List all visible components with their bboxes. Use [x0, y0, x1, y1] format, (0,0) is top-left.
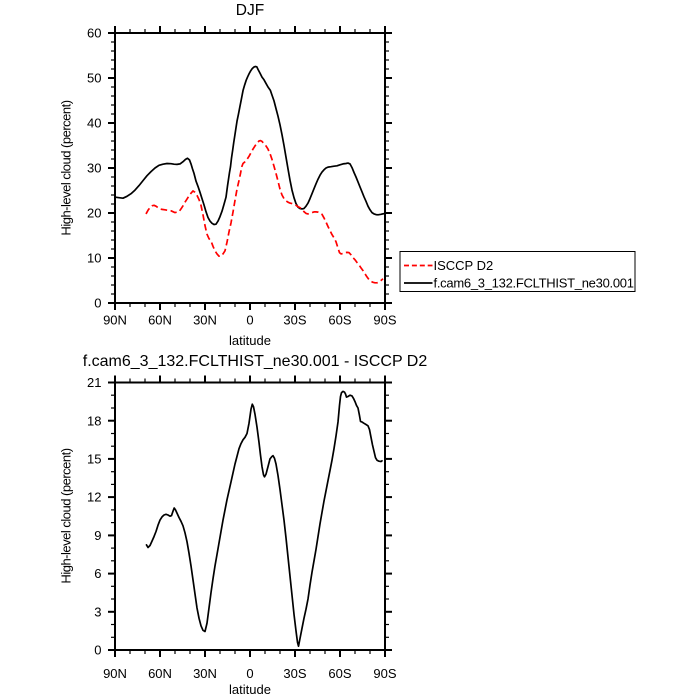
svg-text:0: 0: [94, 296, 101, 311]
svg-text:f.cam6_3_132.FCLTHIST_ne30.001: f.cam6_3_132.FCLTHIST_ne30.001: [434, 276, 634, 291]
svg-text:10: 10: [87, 251, 101, 266]
svg-text:20: 20: [87, 206, 101, 221]
svg-text:0: 0: [94, 643, 101, 658]
svg-text:latitude: latitude: [229, 682, 271, 697]
svg-text:6: 6: [94, 566, 101, 581]
svg-text:50: 50: [87, 71, 101, 86]
svg-text:9: 9: [94, 528, 101, 543]
svg-text:90N: 90N: [103, 666, 127, 681]
svg-text:30S: 30S: [283, 313, 306, 328]
svg-text:60N: 60N: [148, 666, 172, 681]
svg-text:15: 15: [87, 452, 101, 467]
svg-text:30N: 30N: [193, 313, 217, 328]
svg-text:60S: 60S: [328, 666, 351, 681]
svg-text:latitude: latitude: [229, 333, 271, 348]
svg-text:40: 40: [87, 116, 101, 131]
svg-text:60: 60: [87, 26, 101, 41]
svg-text:ISCCP D2: ISCCP D2: [434, 258, 494, 273]
svg-text:18: 18: [87, 413, 101, 428]
svg-text:21: 21: [87, 375, 101, 390]
svg-text:High-level cloud (percent): High-level cloud (percent): [59, 448, 74, 583]
svg-text:60S: 60S: [328, 313, 351, 328]
svg-text:0: 0: [246, 313, 253, 328]
svg-text:12: 12: [87, 490, 101, 505]
svg-text:30: 30: [87, 161, 101, 176]
svg-text:60N: 60N: [148, 313, 172, 328]
svg-text:90N: 90N: [103, 313, 127, 328]
svg-text:3: 3: [94, 604, 101, 619]
svg-text:30N: 30N: [193, 666, 217, 681]
svg-text:90S: 90S: [373, 313, 396, 328]
svg-text:90S: 90S: [373, 666, 396, 681]
svg-text:High-level cloud (percent): High-level cloud (percent): [59, 100, 74, 235]
svg-text:DJF: DJF: [236, 2, 264, 19]
svg-text:0: 0: [246, 666, 253, 681]
svg-text:f.cam6_3_132.FCLTHIST_ne30.001: f.cam6_3_132.FCLTHIST_ne30.001 - ISCCP D…: [83, 353, 428, 370]
svg-text:30S: 30S: [283, 666, 306, 681]
